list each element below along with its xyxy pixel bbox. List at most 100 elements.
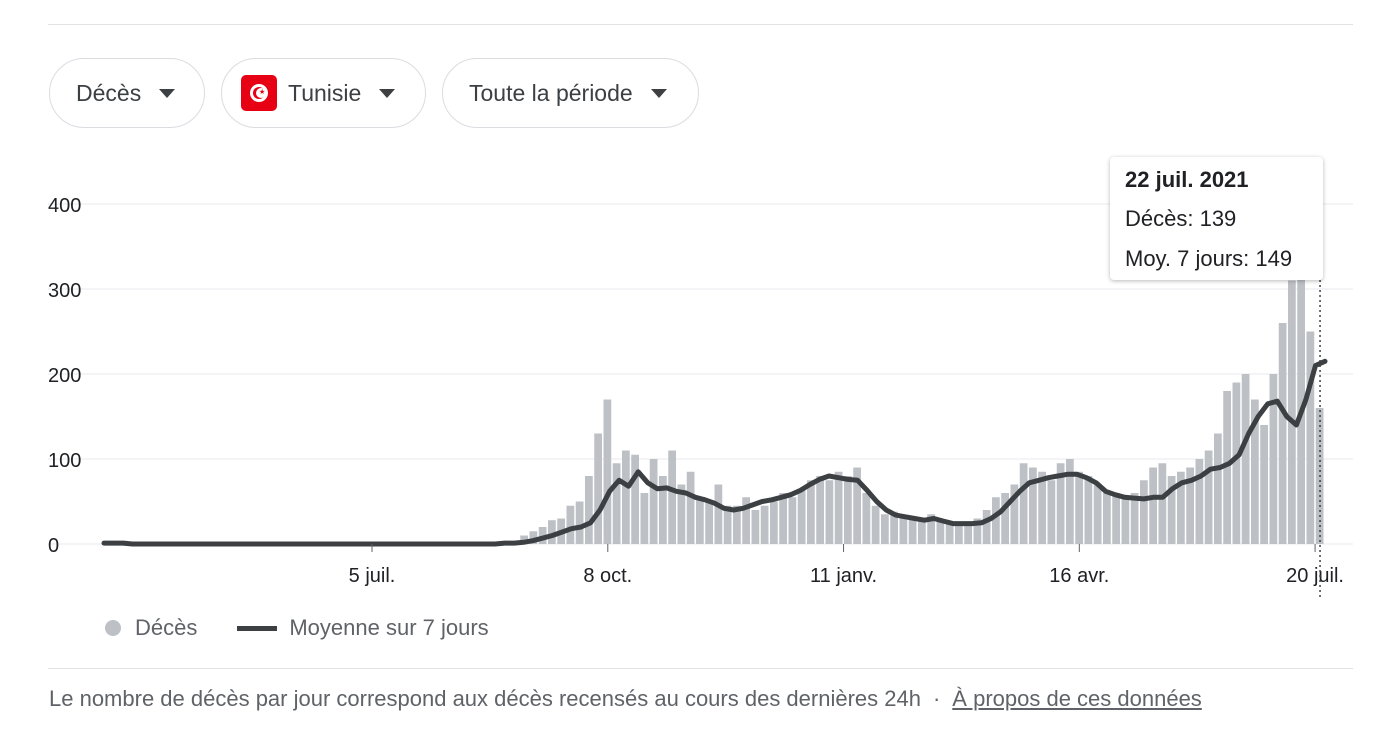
deaths-bar: [603, 399, 612, 544]
deaths-bar: [908, 518, 917, 544]
deaths-bar: [1214, 433, 1222, 544]
tooltip-average: Moy. 7 jours: 149: [1125, 246, 1293, 271]
deaths-bar: [1093, 484, 1102, 544]
deaths-bar: [1288, 280, 1296, 544]
deaths-bar: [622, 450, 630, 544]
deaths-bar: [566, 505, 575, 544]
legend-bar-swatch: [105, 620, 121, 636]
deaths-bar: [594, 433, 602, 544]
legend-bar-label: Décès: [135, 615, 198, 640]
deaths-bar: [936, 520, 945, 544]
chart-tooltip: 22 juil. 2021 Décès: 139 Moy. 7 jours: 1…: [1110, 157, 1323, 280]
tooltip-deaths: Décès: 139: [1125, 206, 1237, 231]
deaths-bar: [1112, 493, 1120, 544]
country-dropdown[interactable]: ★ Tunisie: [221, 58, 426, 128]
metric-dropdown-label: Décès: [76, 79, 142, 106]
y-tick-label: 200: [48, 365, 81, 387]
deaths-bar: [825, 480, 834, 544]
deaths-bar: [973, 518, 982, 544]
deaths-bar: [714, 484, 723, 544]
deaths-bar: [797, 488, 806, 544]
deaths-bar: [1149, 467, 1157, 544]
x-tick-label: 11 janv.: [810, 565, 877, 587]
y-tick-label: 300: [48, 280, 81, 302]
deaths-bar: [992, 497, 1000, 544]
metric-dropdown[interactable]: Décès: [49, 58, 205, 128]
deaths-bar: [1038, 471, 1046, 544]
top-divider: [48, 24, 1353, 25]
legend-line-label: Moyenne sur 7 jours: [289, 615, 489, 640]
caret-down-icon: [650, 88, 667, 98]
footer-separator: ·: [932, 686, 941, 711]
deaths-bar: [733, 505, 741, 544]
deaths-bar: [1241, 374, 1250, 544]
deaths-bar: [705, 501, 713, 544]
deaths-bar: [918, 518, 926, 544]
deaths-bar: [1019, 463, 1028, 544]
deaths-bar: [742, 497, 750, 544]
deaths-bar: [631, 454, 639, 544]
deaths-bar: [1223, 391, 1231, 544]
deaths-bar: [853, 467, 861, 544]
footer-note: Le nombre de décès par jour correspond a…: [49, 686, 921, 711]
deaths-bar: [686, 471, 695, 544]
deaths-bar: [770, 501, 778, 544]
deaths-bar: [1010, 484, 1019, 544]
deaths-bar: [1121, 497, 1130, 544]
caret-down-icon: [379, 88, 396, 98]
deaths-bar: [723, 505, 732, 544]
tunisia-flag-icon: ★: [241, 75, 277, 111]
deaths-bar: [1269, 374, 1278, 544]
deaths-bar: [1251, 399, 1259, 544]
deaths-bar: [1186, 467, 1194, 544]
about-data-link[interactable]: À propos de ces données: [952, 686, 1202, 711]
deaths-bar: [751, 510, 760, 544]
deaths-bars: [104, 272, 1324, 544]
deaths-bar: [834, 471, 843, 544]
deaths-bar: [1066, 459, 1074, 544]
deaths-bar: [612, 463, 621, 544]
deaths-bar: [788, 497, 797, 544]
x-tick-label: 5 juil.: [349, 565, 396, 587]
deaths-bar: [844, 476, 852, 544]
footer: Le nombre de décès par jour correspond a…: [49, 686, 1202, 712]
deaths-bar: [1158, 463, 1167, 544]
bottom-divider: [48, 668, 1353, 669]
deaths-bar: [899, 516, 908, 544]
period-dropdown-label: Toute la période: [469, 79, 633, 106]
deaths-bar: [945, 522, 954, 544]
tooltip-date: 22 juil. 2021: [1125, 167, 1249, 192]
deaths-bar: [1056, 463, 1065, 544]
deaths-bar: [760, 505, 769, 544]
x-tick-label: 16 avr.: [1049, 565, 1109, 587]
deaths-bar: [548, 520, 556, 544]
deaths-bar: [871, 505, 880, 544]
deaths-bar: [1167, 476, 1176, 544]
deaths-bar: [1103, 493, 1111, 544]
deaths-bar: [1278, 323, 1287, 544]
deaths-bar: [1047, 480, 1056, 544]
chart-legend: Décès Moyenne sur 7 jours: [105, 615, 489, 641]
deaths-bar: [696, 497, 704, 544]
period-dropdown[interactable]: Toute la période: [442, 58, 699, 128]
x-tick-label: 8 oct.: [583, 565, 632, 587]
deaths-bar: [585, 476, 593, 544]
deaths-bar: [964, 525, 972, 544]
deaths-bar: [1177, 471, 1185, 544]
legend-line-swatch: [237, 625, 278, 631]
deaths-bar: [575, 501, 584, 544]
deaths-bar: [1075, 471, 1083, 544]
deaths-bar: [816, 476, 824, 544]
deaths-bar: [881, 514, 889, 544]
deaths-bar: [1260, 425, 1268, 544]
x-tick-label: 20 juil.: [1286, 565, 1344, 587]
deaths-chart[interactable]: 0 100 200 300 400 5 juil. 8 oct. 11 janv. 16 av…: [0, 150, 1386, 600]
deaths-bar: [1084, 476, 1093, 544]
deaths-bar: [1001, 493, 1009, 544]
y-tick-label: 400: [48, 195, 81, 217]
deaths-bar: [659, 476, 667, 544]
y-tick-label: 100: [48, 450, 81, 472]
deaths-bar: [1204, 450, 1213, 544]
country-dropdown-label: Tunisie: [288, 79, 362, 106]
deaths-bar: [1140, 480, 1148, 544]
